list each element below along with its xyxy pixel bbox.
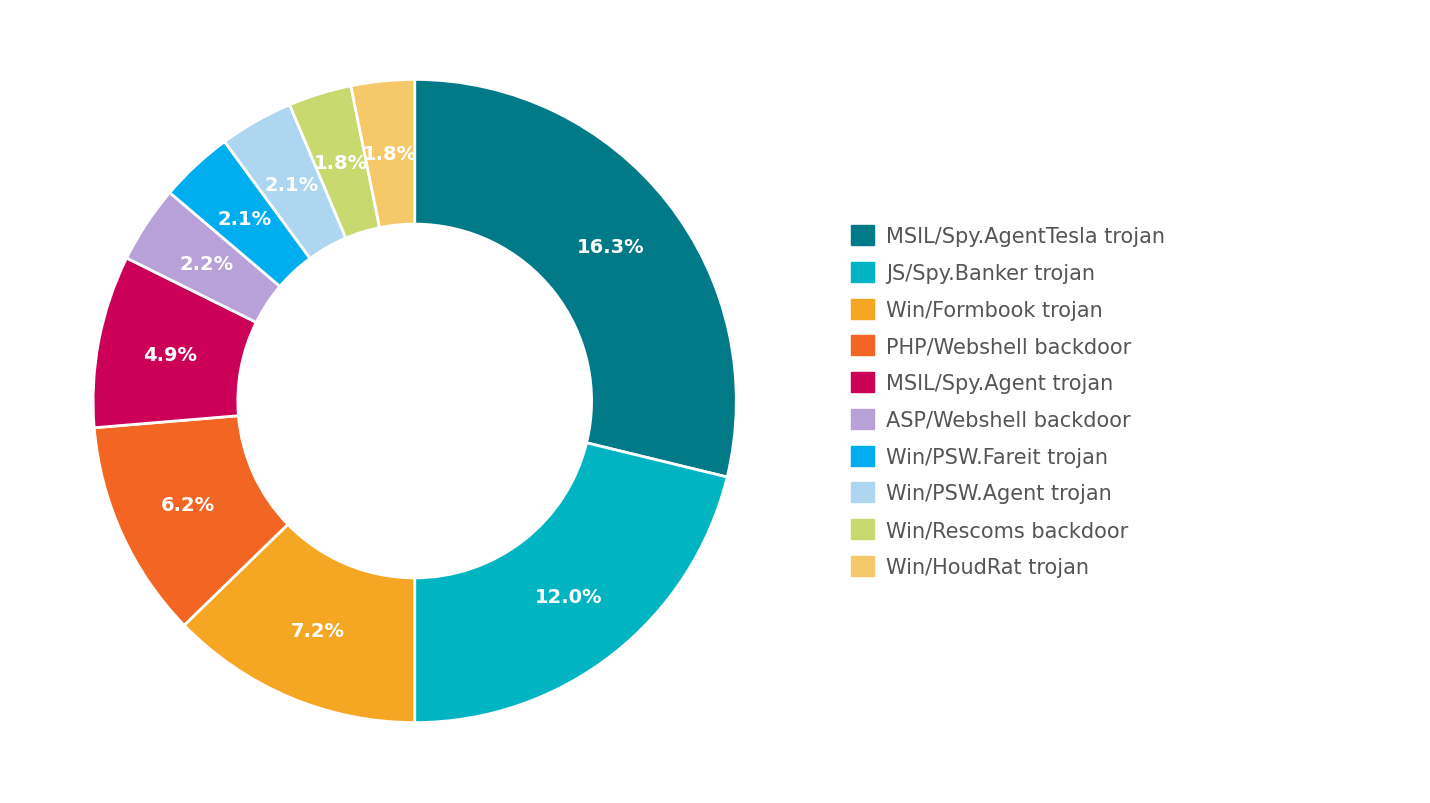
Text: 16.3%: 16.3% bbox=[576, 238, 645, 257]
Text: 1.8%: 1.8% bbox=[315, 154, 368, 173]
Wedge shape bbox=[184, 524, 415, 723]
Wedge shape bbox=[170, 142, 310, 287]
Text: 6.2%: 6.2% bbox=[160, 495, 214, 514]
Text: 12.0%: 12.0% bbox=[535, 588, 602, 607]
Text: 4.9%: 4.9% bbox=[143, 345, 197, 365]
Text: 2.1%: 2.1% bbox=[265, 176, 319, 194]
Wedge shape bbox=[415, 443, 728, 723]
Legend: MSIL/Spy.AgentTesla trojan, JS/Spy.Banker trojan, Win/Formbook trojan, PHP/Websh: MSIL/Spy.AgentTesla trojan, JS/Spy.Banke… bbox=[842, 218, 1174, 585]
Wedge shape bbox=[225, 106, 346, 259]
Wedge shape bbox=[93, 259, 256, 428]
Text: 2.1%: 2.1% bbox=[217, 210, 272, 229]
Wedge shape bbox=[127, 194, 280, 323]
Wedge shape bbox=[350, 80, 415, 228]
Text: 2.2%: 2.2% bbox=[180, 255, 233, 274]
Text: 1.8%: 1.8% bbox=[363, 145, 418, 163]
Wedge shape bbox=[94, 416, 287, 626]
Wedge shape bbox=[289, 87, 379, 238]
Text: 7.2%: 7.2% bbox=[290, 622, 345, 640]
Wedge shape bbox=[415, 80, 736, 478]
